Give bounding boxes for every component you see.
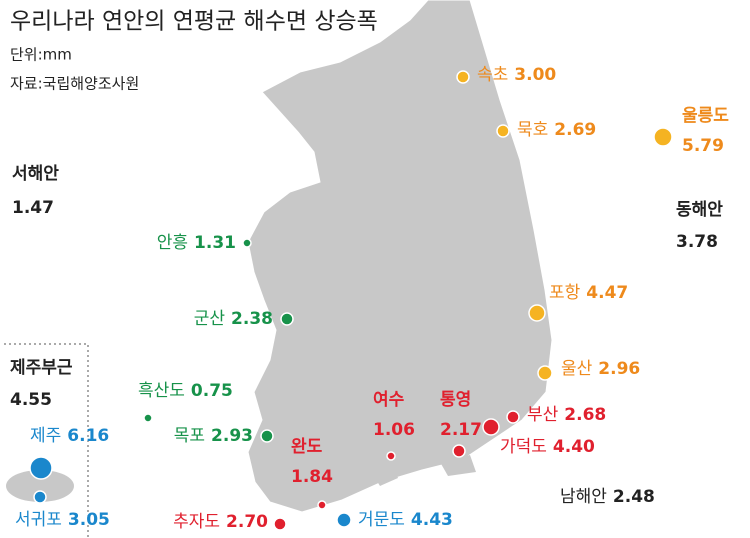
station-name: 안흥 (157, 233, 188, 253)
station-value: 2.69 (554, 120, 596, 140)
station-value: 2.70 (226, 512, 268, 532)
station-name: 거문도 (358, 510, 405, 530)
station-name: 부산 (527, 405, 559, 425)
station-dot (280, 312, 294, 326)
station-dot (336, 512, 352, 528)
region-name: 동해안 (676, 200, 723, 220)
station-name: 목포 (174, 426, 205, 446)
station-name: 포항 (549, 283, 581, 303)
station-value: 6.16 (67, 426, 109, 446)
station-dot (496, 124, 510, 138)
station-dot (33, 490, 47, 504)
station-name: 서귀포 (15, 510, 62, 530)
station-value: 3.00 (514, 65, 556, 85)
station-dot (386, 451, 396, 461)
station-value: 2.38 (231, 309, 273, 329)
station-name: 군산 (194, 309, 226, 329)
region-value: 2.48 (613, 487, 655, 507)
region-value: 3.78 (676, 232, 718, 252)
station-label: 가덕도 4.40 (500, 437, 595, 457)
station-dot (506, 410, 520, 424)
station-dot (242, 238, 252, 248)
region-name: 남해안 (560, 487, 607, 507)
station-dot (653, 127, 673, 147)
station-dot (317, 500, 327, 510)
station-name: 제주 (30, 426, 61, 446)
station-dot (452, 444, 466, 458)
station-name: 완도 (291, 437, 323, 457)
station-value: 2.68 (564, 405, 606, 425)
region-name: 서해안 (12, 164, 59, 184)
station-value: 4.43 (411, 510, 453, 530)
source: 자료:국립해양조사원 (10, 75, 139, 93)
island (370, 462, 398, 486)
station-label: 거문도 4.43 (358, 510, 453, 530)
station-name: 속초 (477, 65, 508, 85)
station-value: 2.96 (598, 359, 640, 379)
station-value: 1.31 (194, 233, 236, 253)
region-value: 1.47 (12, 198, 54, 218)
station-dot (537, 365, 553, 381)
region-value: 4.55 (10, 390, 52, 410)
station-value: 0.75 (191, 381, 233, 401)
station-label: 안흥 1.31 (157, 233, 236, 253)
station-dot (143, 413, 153, 423)
station-value: 4.47 (586, 283, 628, 303)
region-label: 남해안 2.48 (560, 487, 655, 507)
station-dot (528, 304, 546, 322)
station-label: 흑산도 0.75 (138, 381, 233, 401)
station-label: 군산 2.38 (194, 309, 273, 329)
station-dot (456, 70, 470, 84)
station-name: 가덕도 (500, 437, 547, 457)
island (440, 455, 476, 476)
station-label: 속초 3.00 (477, 65, 556, 85)
station-name: 묵호 (517, 120, 548, 140)
station-label: 서귀포 3.05 (15, 510, 110, 530)
station-dot (482, 418, 500, 436)
jeju-island (6, 470, 74, 502)
station-name: 통영 (440, 390, 471, 410)
station-label: 목포 2.93 (174, 426, 253, 446)
region-name: 제주부근 (10, 358, 73, 378)
station-dot (260, 429, 274, 443)
station-value: 1.06 (373, 420, 415, 440)
station-value: 2.17 (440, 420, 482, 440)
station-label: 묵호 2.69 (517, 120, 596, 140)
station-label: 제주 6.16 (30, 426, 109, 446)
station-name: 울산 (561, 359, 593, 379)
station-dot (29, 456, 53, 480)
station-label: 부산 2.68 (527, 405, 606, 425)
peninsula (247, 0, 553, 513)
station-value: 1.84 (291, 467, 333, 487)
station-label: 포항 4.47 (549, 283, 628, 303)
station-value: 4.40 (553, 437, 595, 457)
station-value: 3.05 (68, 510, 110, 530)
station-label: 추자도 2.70 (173, 512, 268, 532)
title: 우리나라 연안의 연평균 해수면 상승폭 (10, 9, 378, 35)
station-name: 여수 (373, 390, 405, 410)
unit: 단위:mm (10, 46, 72, 64)
station-value: 5.79 (682, 136, 724, 156)
station-name: 추자도 (173, 512, 220, 532)
station-name: 울릉도 (682, 106, 729, 126)
station-dot (273, 517, 287, 531)
station-value: 2.93 (211, 426, 253, 446)
station-name: 흑산도 (138, 381, 185, 401)
station-label: 울산 2.96 (561, 359, 640, 379)
